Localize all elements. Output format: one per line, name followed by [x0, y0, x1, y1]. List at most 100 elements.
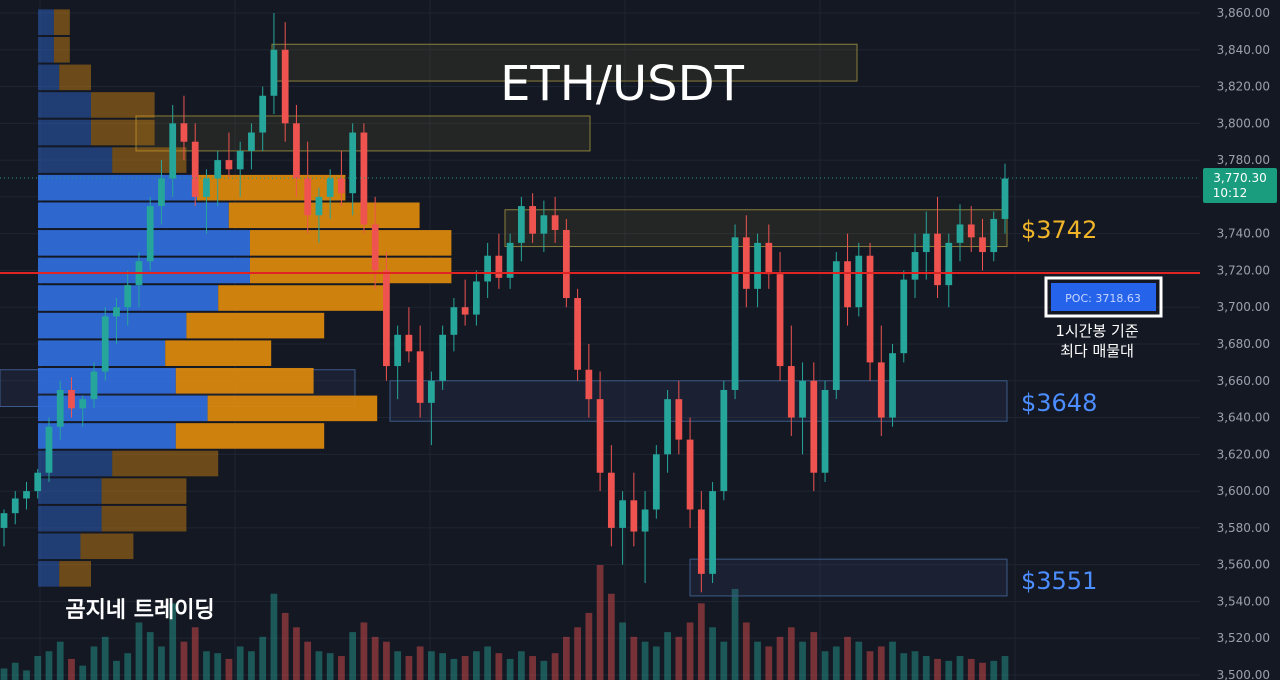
candle-body	[945, 242, 953, 286]
volume-bar	[225, 658, 233, 680]
y-tick-label: 3,580.00	[1217, 521, 1270, 535]
volume-bar	[439, 653, 447, 680]
volume-bar	[236, 646, 244, 680]
volume-bar	[259, 636, 267, 680]
vp-sell-bar	[250, 230, 452, 256]
volume-bar	[349, 632, 357, 680]
candle-body	[281, 49, 289, 124]
current-price-timer: 10:12	[1213, 186, 1248, 200]
candle-body	[720, 389, 728, 492]
candle-body	[686, 439, 694, 510]
volume-bar	[45, 651, 53, 680]
volume-bar	[630, 636, 638, 680]
vp-buy-bar	[38, 230, 250, 256]
poc-note-line1: 1시간봉 기준	[1055, 322, 1139, 340]
y-tick-label: 3,840.00	[1217, 43, 1270, 57]
candle-body	[338, 178, 345, 194]
volume-bar	[34, 656, 42, 680]
candle-body	[124, 285, 132, 308]
y-tick-label: 3,600.00	[1217, 484, 1270, 498]
candle-body	[934, 233, 941, 286]
volume-bar	[191, 627, 199, 680]
candle-body	[225, 160, 233, 170]
volume-bar	[158, 646, 165, 680]
candle-body	[315, 196, 323, 216]
y-tick-label: 3,780.00	[1217, 153, 1270, 167]
volume-bar	[945, 660, 953, 680]
vp-buy-bar	[38, 92, 91, 118]
volume-bar	[101, 636, 109, 680]
poc-box-outline	[1044, 276, 1163, 318]
candle-body	[787, 366, 795, 418]
candle-body	[889, 353, 896, 418]
volume-bar	[495, 653, 503, 680]
volume-bar	[169, 603, 177, 680]
candle-body	[776, 274, 784, 367]
volume-bar	[473, 651, 480, 680]
poc-box	[1051, 283, 1156, 311]
volume-bar	[641, 641, 649, 680]
resistance-zone	[271, 43, 858, 82]
y-tick-label: 3,680.00	[1217, 337, 1270, 351]
volume-bar	[675, 636, 683, 680]
volume-bar	[990, 660, 998, 680]
poc-callout: POC: 3718.63 1시간봉 기준 최다 매물대	[1044, 276, 1163, 360]
candle-body	[562, 229, 570, 299]
candle-body	[754, 242, 761, 289]
volume-bar	[922, 656, 930, 680]
candle-body	[383, 270, 390, 367]
candle-body	[697, 509, 705, 574]
candle-body	[619, 500, 626, 528]
y-tick-label: 3,620.00	[1217, 447, 1270, 461]
volume-bar	[967, 658, 975, 680]
volume-bar	[900, 653, 908, 680]
candle-body	[956, 224, 964, 243]
vp-sell-bar	[59, 561, 91, 587]
volume-bar	[855, 641, 863, 680]
volume-bar	[360, 622, 368, 680]
vp-sell-bar	[218, 285, 388, 311]
vp-sell-bar	[207, 395, 378, 422]
vp-buy-bar	[38, 395, 208, 422]
volume-bar	[517, 651, 525, 680]
candle-body	[844, 261, 851, 308]
volume-bar	[787, 627, 795, 680]
y-tick-label: 3,540.00	[1217, 594, 1270, 608]
volume-bar	[844, 636, 851, 680]
candle-body	[45, 426, 53, 473]
overlay-lines	[0, 177, 1200, 274]
candle-body	[675, 399, 683, 440]
volume-bar	[697, 603, 705, 680]
volume-bar	[484, 646, 492, 680]
volume-bar	[203, 651, 210, 680]
candle-body	[664, 399, 671, 455]
resistance-zone	[504, 209, 1008, 248]
level-label: $3742	[1021, 216, 1097, 244]
current-price-value: 3,770.30	[1213, 171, 1266, 185]
vp-sell-bar	[186, 312, 325, 339]
y-axis: 3,860.00 3,840.00 3,820.00 3,800.00 3,780.00…	[1217, 6, 1270, 680]
candle-body	[293, 123, 300, 179]
candle-body	[371, 224, 379, 271]
volume-bar	[394, 651, 402, 680]
volume-bar	[383, 641, 390, 680]
candle-body	[574, 298, 581, 370]
support-zone	[689, 558, 1008, 597]
volume-bar	[596, 565, 604, 680]
vp-sell-bar	[165, 340, 272, 366]
candle-body	[191, 141, 199, 197]
candle-body	[439, 334, 447, 381]
candle-body	[113, 307, 120, 317]
candle-body	[967, 224, 975, 238]
volume-bar	[281, 612, 289, 680]
volume-bar	[90, 646, 98, 680]
candle-body	[641, 509, 649, 532]
candle-body	[900, 279, 908, 354]
candle-body	[56, 389, 64, 427]
volume-bar	[832, 646, 840, 680]
y-tick-label: 3,500.00	[1217, 668, 1270, 680]
volume-bar	[686, 622, 694, 680]
watermark-text: 곰지네 트레이딩	[65, 598, 214, 623]
